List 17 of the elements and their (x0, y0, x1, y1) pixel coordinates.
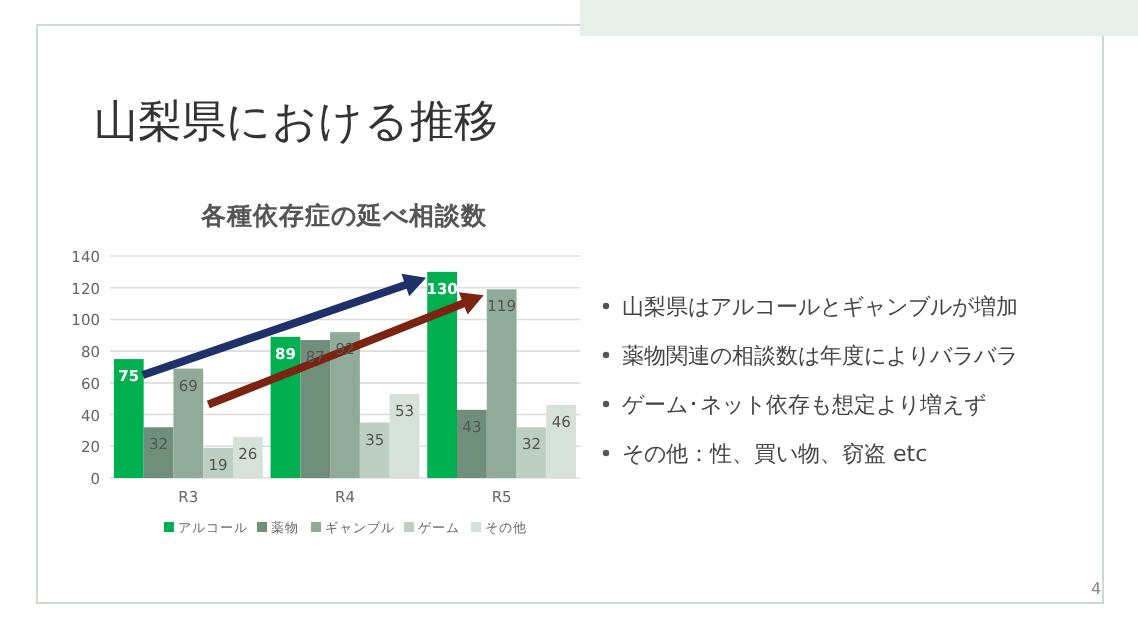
text: 山梨県における推移 (94, 98, 498, 148)
bar (427, 271, 458, 478)
text: ゲーム･ネット依存も想定より増えず (622, 392, 986, 418)
text: 4 (1090, 580, 1102, 598)
chart-title: 各種依存症の延べ相談数 (199, 200, 489, 230)
bar (300, 340, 331, 478)
bar (113, 359, 144, 478)
bar (457, 409, 487, 478)
text: 薬物関連の相談数は年度によりバラバラ (622, 343, 1018, 369)
text: 山梨県はアルコールとギャンブルが増加 (622, 294, 1018, 320)
bar (516, 427, 547, 478)
bar (330, 332, 360, 478)
bar (173, 368, 204, 478)
bar (486, 289, 517, 478)
bar (359, 422, 390, 478)
text: その他：性、買い物、窃盗 etc (622, 441, 928, 467)
bar (143, 427, 174, 478)
